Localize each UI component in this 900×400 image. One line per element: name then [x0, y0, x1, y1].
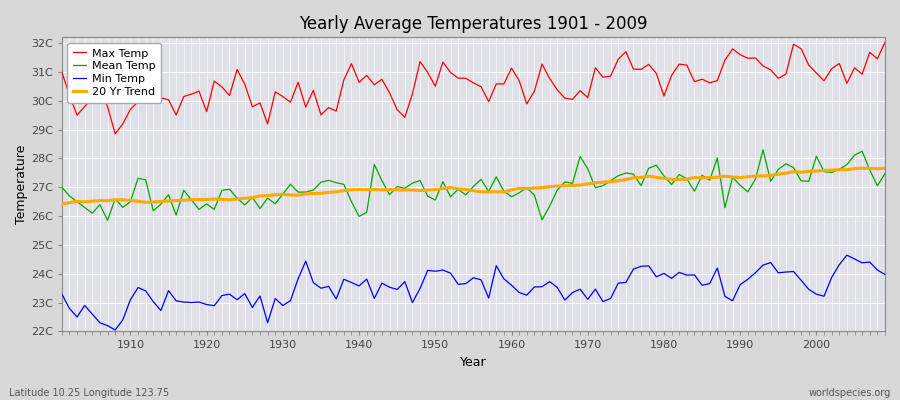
Max Temp: [338, 78, 349, 82]
Max Temp: [57, 70, 68, 74]
Line: 20 Yr Trend: 20 Yr Trend: [62, 168, 885, 204]
Min Temp: [292, 276, 303, 281]
Max Temp: [292, 80, 303, 85]
Min Temp: [110, 328, 121, 332]
Mean Temp: [879, 171, 890, 176]
Max Temp: [125, 107, 136, 112]
Line: Max Temp: Max Temp: [62, 42, 885, 134]
Mean Temp: [514, 190, 525, 195]
Mean Temp: [292, 190, 303, 194]
Min Temp: [514, 290, 525, 295]
Max Temp: [514, 78, 525, 83]
Title: Yearly Average Temperatures 1901 - 2009: Yearly Average Temperatures 1901 - 2009: [299, 15, 648, 33]
Text: Latitude 10.25 Longitude 123.75: Latitude 10.25 Longitude 123.75: [9, 388, 169, 398]
Max Temp: [506, 66, 517, 70]
Min Temp: [605, 296, 616, 301]
Text: worldspecies.org: worldspecies.org: [809, 388, 891, 398]
20 Yr Trend: [117, 197, 128, 202]
20 Yr Trend: [499, 190, 509, 194]
20 Yr Trend: [57, 202, 68, 206]
Line: Min Temp: Min Temp: [62, 255, 885, 330]
20 Yr Trend: [879, 166, 890, 171]
20 Yr Trend: [285, 193, 296, 198]
Mean Temp: [102, 218, 112, 223]
Min Temp: [506, 283, 517, 288]
Mean Temp: [758, 147, 769, 152]
Mean Temp: [506, 194, 517, 199]
Y-axis label: Temperature: Temperature: [15, 145, 28, 224]
Line: Mean Temp: Mean Temp: [62, 150, 885, 220]
20 Yr Trend: [331, 190, 342, 194]
Mean Temp: [125, 199, 136, 204]
Mean Temp: [605, 178, 616, 183]
Max Temp: [879, 40, 890, 45]
Min Temp: [125, 297, 136, 302]
20 Yr Trend: [598, 180, 608, 185]
Min Temp: [842, 253, 852, 258]
Mean Temp: [338, 182, 349, 187]
Mean Temp: [57, 185, 68, 190]
20 Yr Trend: [857, 166, 868, 170]
Min Temp: [338, 277, 349, 282]
20 Yr Trend: [506, 188, 517, 192]
Legend: Max Temp, Mean Temp, Min Temp, 20 Yr Trend: Max Temp, Mean Temp, Min Temp, 20 Yr Tre…: [68, 43, 161, 103]
Min Temp: [57, 292, 68, 296]
Max Temp: [110, 132, 121, 136]
X-axis label: Year: Year: [460, 356, 487, 369]
Max Temp: [605, 74, 616, 78]
Min Temp: [879, 272, 890, 277]
